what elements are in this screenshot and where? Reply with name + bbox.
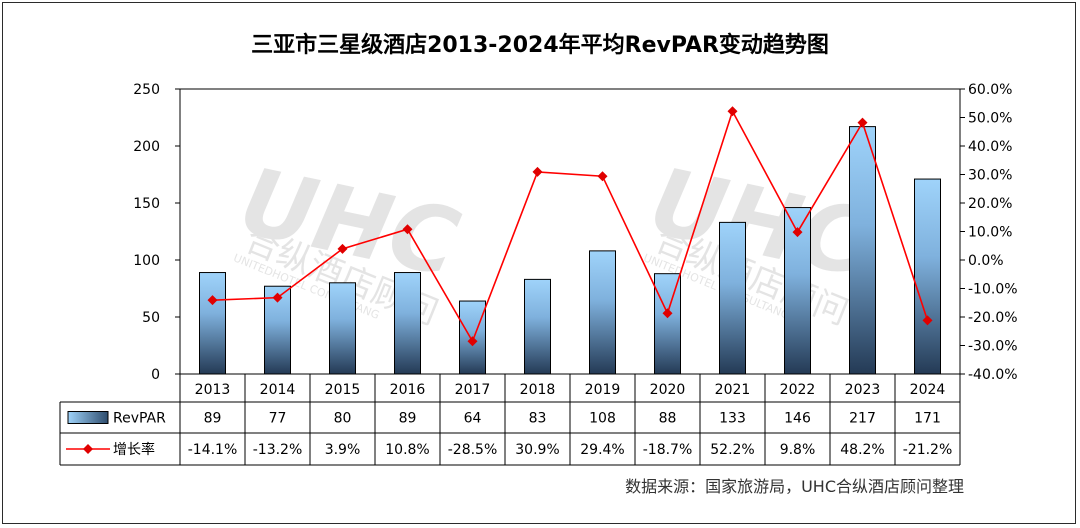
revpar-value: 80 (334, 411, 352, 427)
y-left-tick-label: 50 (142, 310, 160, 326)
chart-title: 三亚市三星级酒店2013-2024年平均RevPAR变动趋势图 (251, 32, 829, 58)
y-left-tick-label: 0 (151, 367, 160, 383)
y-right-tick-label: 40.0% (968, 139, 1012, 155)
revpar-value: 83 (529, 411, 547, 427)
growth-value: 52.2% (710, 442, 754, 458)
x-tick-label: 2016 (390, 382, 426, 398)
growth-marker (597, 171, 608, 182)
bar (719, 221, 746, 375)
growth-marker (337, 243, 348, 254)
legend-line-marker (83, 444, 93, 454)
bar (914, 178, 941, 375)
x-tick-label: 2013 (195, 382, 231, 398)
revpar-value: 217 (849, 411, 876, 427)
x-tick-label: 2019 (585, 382, 621, 398)
revpar-value: 146 (784, 411, 811, 427)
x-tick-label: 2014 (260, 382, 296, 398)
source-note: 数据来源：国家旅游局，UHC合纵酒店顾问整理 (625, 477, 964, 496)
growth-value: 10.8% (385, 442, 429, 458)
growth-marker (727, 106, 738, 117)
y-left-tick-label: 150 (133, 196, 160, 212)
y-left-tick-label: 250 (133, 82, 160, 98)
growth-value: -14.1% (188, 442, 238, 458)
growth-marker (532, 166, 543, 177)
y-right-tick-label: -40.0% (968, 367, 1018, 383)
y-right-tick-label: -30.0% (968, 339, 1018, 355)
bar (329, 282, 356, 375)
revpar-value: 133 (719, 411, 746, 427)
growth-marker (272, 292, 283, 303)
x-tick-label: 2022 (780, 382, 816, 398)
y-left-tick-label: 100 (133, 253, 160, 269)
revpar-value: 89 (399, 411, 417, 427)
growth-value: 9.8% (780, 442, 816, 458)
y-right-tick-label: 10.0% (968, 225, 1012, 241)
growth-value: -28.5% (448, 442, 498, 458)
y-right-tick-label: 20.0% (968, 196, 1012, 212)
y-right-tick-label: 0.0% (968, 253, 1004, 269)
growth-marker (467, 336, 478, 347)
y-right-tick-label: -20.0% (968, 310, 1018, 326)
x-tick-label: 2018 (520, 382, 556, 398)
growth-value: -18.7% (643, 442, 693, 458)
growth-value: -21.2% (903, 442, 953, 458)
growth-value: 48.2% (840, 442, 884, 458)
x-tick-label: 2015 (325, 382, 361, 398)
revpar-value: 89 (204, 411, 222, 427)
bar (589, 250, 616, 375)
revpar-value: 171 (914, 411, 941, 427)
bar (394, 272, 421, 375)
growth-marker (662, 308, 673, 319)
bar (524, 278, 551, 375)
y-right-tick-label: 60.0% (968, 82, 1012, 98)
growth-line (212, 109, 929, 344)
legend-revpar: RevPAR (113, 411, 166, 427)
growth-marker (207, 295, 218, 306)
revpar-value: 64 (464, 411, 482, 427)
bar (849, 126, 876, 375)
x-tick-label: 2020 (650, 382, 686, 398)
legend-growth: 增长率 (113, 441, 155, 458)
legend-bar-swatch (67, 411, 109, 424)
y-right-tick-label: 30.0% (968, 168, 1012, 184)
bar (654, 273, 681, 375)
growth-value: 3.9% (325, 442, 361, 458)
revpar-value: 77 (269, 411, 287, 427)
growth-value: 30.9% (515, 442, 559, 458)
growth-marker (922, 315, 933, 326)
growth-marker (857, 117, 868, 128)
y-right-tick-label: -10.0% (968, 282, 1018, 298)
x-tick-label: 2024 (910, 382, 946, 398)
growth-value: 29.4% (580, 442, 624, 458)
revpar-value: 88 (659, 411, 677, 427)
growth-marker (792, 227, 803, 238)
bar (199, 272, 226, 375)
x-tick-label: 2021 (715, 382, 751, 398)
y-left-tick-label: 200 (133, 139, 160, 155)
growth-marker (402, 224, 413, 235)
growth-value: -13.2% (253, 442, 303, 458)
x-tick-label: 2017 (455, 382, 491, 398)
revpar-value: 108 (589, 411, 616, 427)
y-right-tick-label: 50.0% (968, 111, 1012, 127)
x-tick-label: 2023 (845, 382, 881, 398)
